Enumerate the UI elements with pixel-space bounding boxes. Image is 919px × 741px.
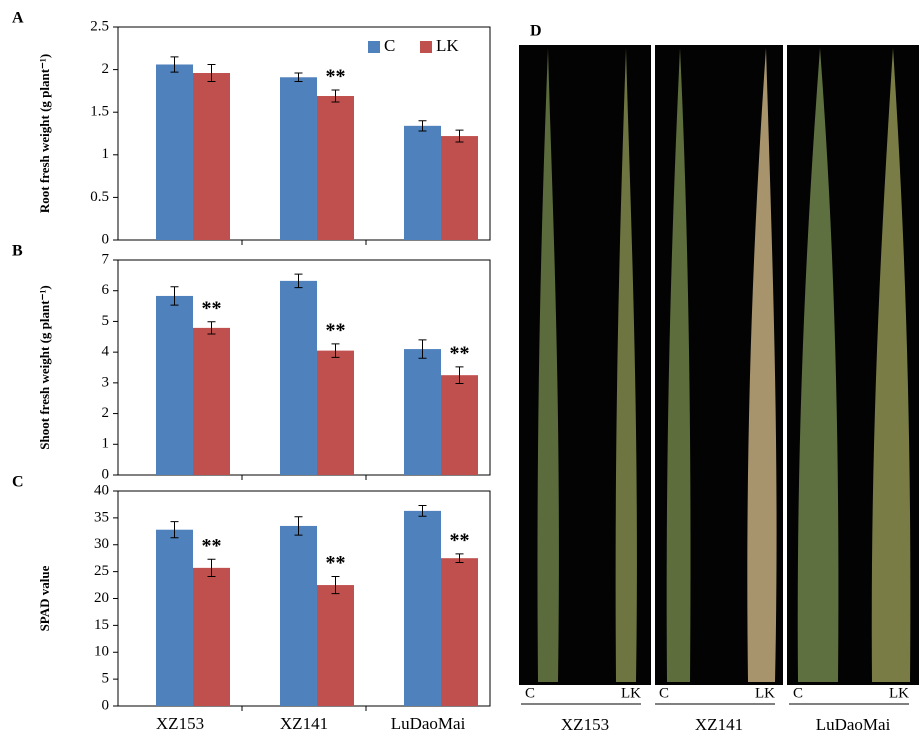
leaf: [615, 48, 637, 682]
panel-label: B: [12, 243, 23, 260]
error-bar: [331, 343, 340, 358]
bar: [193, 567, 230, 706]
treatment-label: C: [525, 685, 535, 701]
significance-label: **: [326, 66, 346, 88]
y-tick-label: 1: [102, 146, 110, 162]
panel-label: D: [530, 23, 542, 40]
leaf: [537, 48, 559, 682]
y-tick-label: 2.5: [90, 18, 109, 34]
bar: [441, 375, 478, 475]
bar: [156, 295, 193, 475]
legend-swatch: [368, 41, 380, 53]
error-bar: [331, 575, 340, 595]
bar: [317, 585, 354, 706]
bar: [156, 64, 193, 240]
significance-label: **: [326, 319, 346, 341]
error-bar: [207, 558, 216, 577]
treatment-label: LK: [889, 685, 909, 701]
error-bar: [294, 516, 303, 536]
bar: [404, 510, 441, 706]
bar: [441, 558, 478, 706]
group-label: LuDaoMai: [816, 715, 891, 734]
bar: [280, 525, 317, 706]
treatment-label: LK: [755, 685, 775, 701]
group-label: XZ141: [695, 715, 743, 734]
bar: [193, 73, 230, 241]
y-tick-label: 1: [102, 436, 110, 452]
y-tick-label: 10: [94, 644, 109, 660]
y-axis-label: Root fresh weight (g plant⁻¹): [37, 54, 52, 213]
significance-label: **: [450, 529, 470, 551]
y-tick-label: 7: [102, 251, 110, 267]
y-tick-label: 2: [102, 61, 110, 77]
y-tick-label: 5: [102, 313, 110, 329]
treatment-label: C: [793, 685, 803, 701]
x-tick-label: XZ141: [280, 714, 328, 733]
y-tick-label: 5: [102, 671, 110, 687]
bar: [156, 529, 193, 706]
y-tick-label: 3: [102, 374, 110, 390]
error-bar: [294, 273, 303, 289]
leaf: [871, 48, 911, 682]
error-bar: [418, 505, 427, 517]
y-tick-label: 35: [94, 509, 109, 525]
error-bar: [207, 63, 216, 83]
y-tick-label: 15: [94, 617, 109, 633]
significance-label: **: [202, 535, 222, 557]
error-bar: [170, 56, 179, 73]
significance-label: **: [326, 552, 346, 574]
x-tick-label: XZ153: [156, 714, 204, 733]
y-tick-label: 0: [102, 697, 110, 713]
y-tick-label: 20: [94, 590, 109, 606]
panel-label: C: [12, 474, 24, 491]
error-bar: [170, 286, 179, 306]
y-tick-label: 30: [94, 536, 109, 552]
y-axis-label: Shoot fresh weight (g plant⁻¹): [37, 285, 52, 449]
y-tick-label: 0: [102, 231, 110, 247]
leaf: [797, 48, 839, 682]
bar: [317, 96, 354, 241]
y-tick-label: 1.5: [90, 104, 109, 120]
bar: [280, 280, 317, 475]
bar: [404, 349, 441, 475]
treatment-label: LK: [621, 685, 641, 701]
y-tick-label: 25: [94, 563, 109, 579]
legend-swatch: [420, 41, 432, 53]
error-bar: [331, 89, 340, 103]
y-tick-label: 6: [102, 282, 110, 298]
bar: [317, 350, 354, 475]
panel-label: A: [12, 10, 24, 27]
leaf-photos: [519, 45, 919, 685]
x-tick-label: LuDaoMai: [391, 714, 466, 733]
bar: [280, 77, 317, 240]
error-bar: [170, 521, 179, 539]
error-bar: [455, 366, 464, 384]
y-tick-label: 4: [102, 344, 110, 360]
leaf: [666, 48, 691, 682]
error-bar: [294, 72, 303, 83]
treatment-label: C: [659, 685, 669, 701]
y-tick-label: 2: [102, 405, 110, 421]
legend-label: LK: [436, 36, 459, 55]
significance-label: **: [450, 342, 470, 364]
error-bar: [418, 339, 427, 359]
error-bar: [455, 553, 464, 563]
bar: [441, 136, 478, 240]
y-tick-label: 0: [102, 466, 110, 482]
bar: [404, 125, 441, 240]
significance-label: **: [202, 297, 222, 319]
error-bar: [455, 129, 464, 143]
error-bar: [418, 120, 427, 132]
group-label: XZ153: [561, 715, 609, 734]
bar: [193, 327, 230, 475]
legend-label: C: [384, 36, 395, 55]
y-tick-label: 0.5: [90, 189, 109, 205]
leaf: [747, 48, 777, 682]
y-tick-label: 40: [94, 482, 109, 498]
error-bar: [207, 321, 216, 335]
y-axis-label: SPAD value: [37, 565, 52, 631]
